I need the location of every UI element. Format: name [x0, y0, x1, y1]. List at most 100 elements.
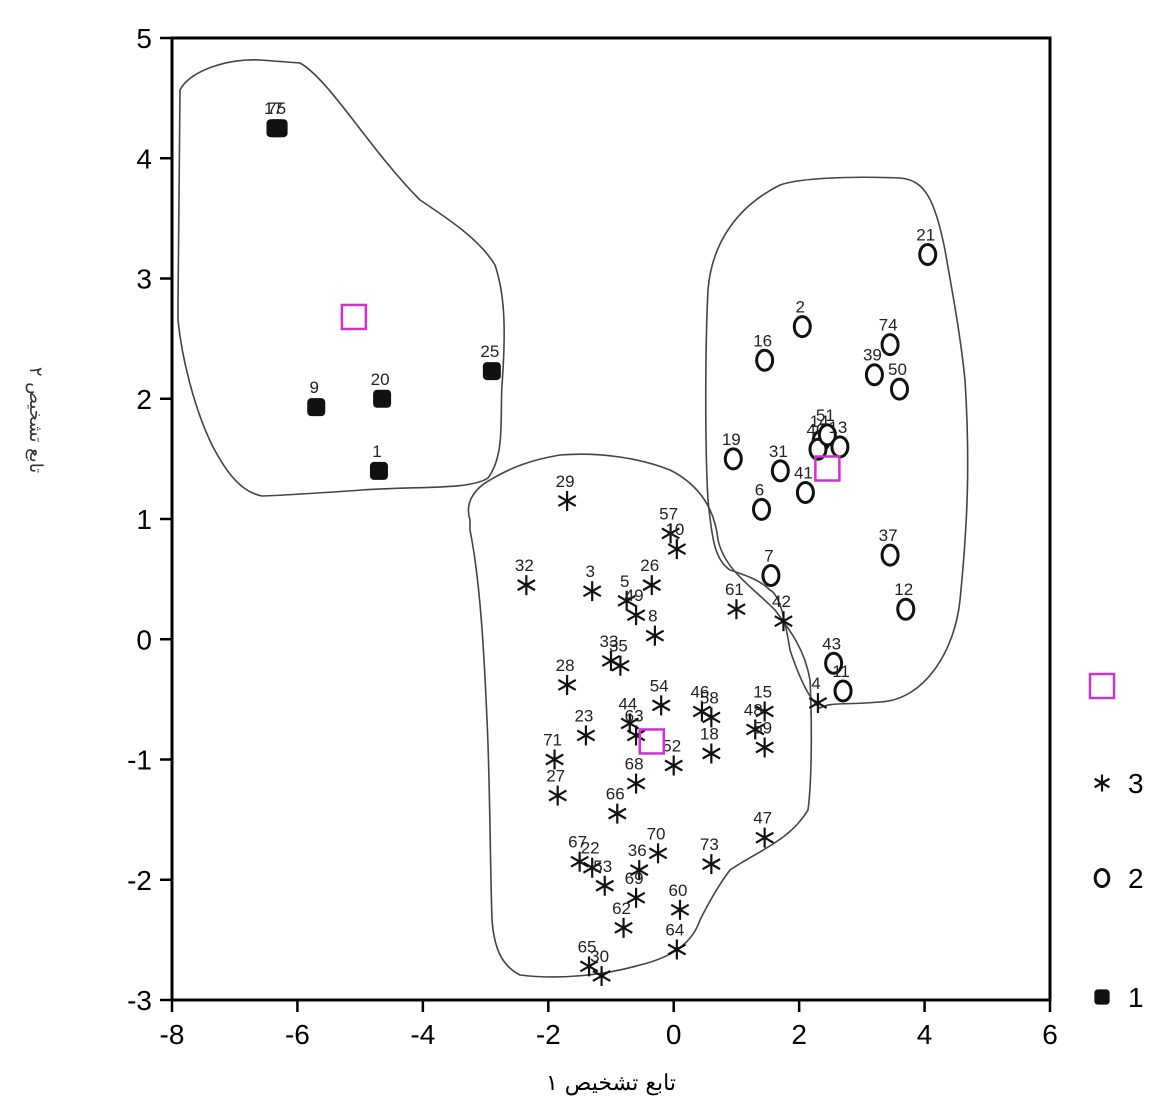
point-label: 46 [690, 682, 709, 701]
point-label: 9 [310, 378, 319, 397]
point-group-3 [642, 575, 662, 596]
point-group-3 [661, 523, 680, 544]
legend: 3 2 1 [1088, 672, 1144, 1013]
point-label: 17 [264, 99, 283, 118]
point-label: 8 [648, 607, 657, 626]
point-group-3 [557, 490, 577, 511]
point-group-3 [545, 749, 564, 770]
point-label: 67 [568, 833, 587, 852]
group-2-boundary [704, 176, 969, 709]
point-group-2 [830, 435, 850, 459]
point-group-3 [576, 725, 596, 746]
point-label: 11 [832, 662, 850, 681]
y-tick-label: 4 [136, 143, 152, 174]
point-group-1 [307, 398, 326, 417]
point-label: 42 [772, 592, 791, 611]
point-label: 50 [888, 360, 907, 379]
point-group-2 [752, 497, 772, 521]
plot-frame [170, 36, 1052, 1002]
point-label: 71 [543, 731, 562, 750]
point-label: 49 [625, 586, 644, 605]
point-label: 10 [665, 520, 684, 539]
point-group-3 [592, 965, 611, 986]
y-tick-label: 0 [136, 624, 152, 655]
point-group-3 [667, 939, 687, 960]
legend-symbol-1 [1094, 989, 1110, 1005]
point-label: 26 [640, 556, 659, 575]
point-label: 6 [755, 480, 764, 499]
x-tick-label: 4 [917, 1019, 933, 1050]
point-label: 53 [593, 857, 612, 876]
point-label: 44 [618, 694, 637, 713]
point-label: 2 [796, 298, 805, 317]
y-tick-label: 2 [136, 384, 152, 415]
point-label: 16 [753, 331, 772, 350]
x-tick-label: 0 [666, 1019, 682, 1050]
point-label: 70 [647, 824, 666, 843]
point-label: 30 [590, 947, 609, 966]
point-label: 23 [574, 706, 593, 725]
point-group-3 [651, 695, 671, 716]
y-tick-label: 3 [136, 264, 152, 295]
point-label: 62 [612, 899, 631, 918]
point-group-3 [702, 854, 721, 875]
point-label: 36 [628, 841, 647, 860]
point-group-3 [645, 625, 665, 646]
point-group-3 [626, 605, 646, 626]
x-axis-title: تابع تشخیص ۱ [546, 1071, 676, 1096]
point-label: 48 [744, 700, 763, 719]
point-label: 68 [625, 755, 644, 774]
point-label: 25 [480, 342, 499, 361]
point-group-2 [918, 242, 938, 266]
point-label: 31 [769, 442, 788, 461]
point-label: 4 [811, 674, 820, 693]
y-axis-title: تابع تشخیص ۲ [25, 367, 46, 473]
point-label: 47 [753, 809, 772, 828]
point-group-3 [702, 707, 721, 728]
point-label: 20 [371, 370, 390, 389]
point-group-3 [611, 655, 630, 676]
point-group-2 [770, 459, 790, 483]
point-label: 35 [609, 637, 628, 656]
point-group-3 [548, 785, 567, 806]
y-tick-label: 1 [136, 504, 152, 535]
x-tick-label: -4 [410, 1019, 435, 1050]
point-group-1 [269, 119, 288, 138]
point-group-3 [626, 887, 646, 908]
point-group-3 [745, 719, 765, 740]
point-label: 22 [581, 839, 600, 858]
point-label: 52 [662, 737, 681, 756]
group-centroids [340, 303, 841, 755]
point-label: 13 [828, 418, 847, 437]
point-label: 61 [725, 580, 744, 599]
point-group-3 [670, 899, 690, 920]
point-label: 3 [585, 562, 594, 581]
point-group-2 [896, 597, 916, 621]
x-tick-label: -2 [536, 1019, 561, 1050]
legend-label: 2 [1128, 863, 1144, 894]
y-tick-label: -1 [127, 745, 152, 776]
point-group-2 [833, 679, 853, 703]
point-label: 5 [620, 572, 629, 591]
point-group-2 [755, 348, 775, 372]
point-group-2 [761, 564, 781, 588]
point-label: 7 [764, 547, 773, 566]
legend-symbol-centroid [1088, 672, 1116, 700]
point-label: 1 [372, 442, 381, 461]
point-label: 33 [600, 632, 619, 651]
point-label: 29 [556, 472, 575, 491]
point-group-2 [824, 651, 844, 675]
point-group-3 [629, 860, 649, 881]
point-label: 69 [625, 869, 644, 888]
group-3-boundary [467, 453, 813, 978]
point-label: 54 [650, 676, 669, 695]
point-label: 39 [863, 346, 882, 365]
point-label: 12 [894, 580, 913, 599]
centroid-group-3 [638, 728, 666, 755]
point-label: 15 [753, 682, 772, 701]
x-tick-label: 2 [791, 1019, 807, 1050]
y-tick-label: -3 [127, 985, 152, 1016]
point-label: 19 [722, 430, 741, 449]
